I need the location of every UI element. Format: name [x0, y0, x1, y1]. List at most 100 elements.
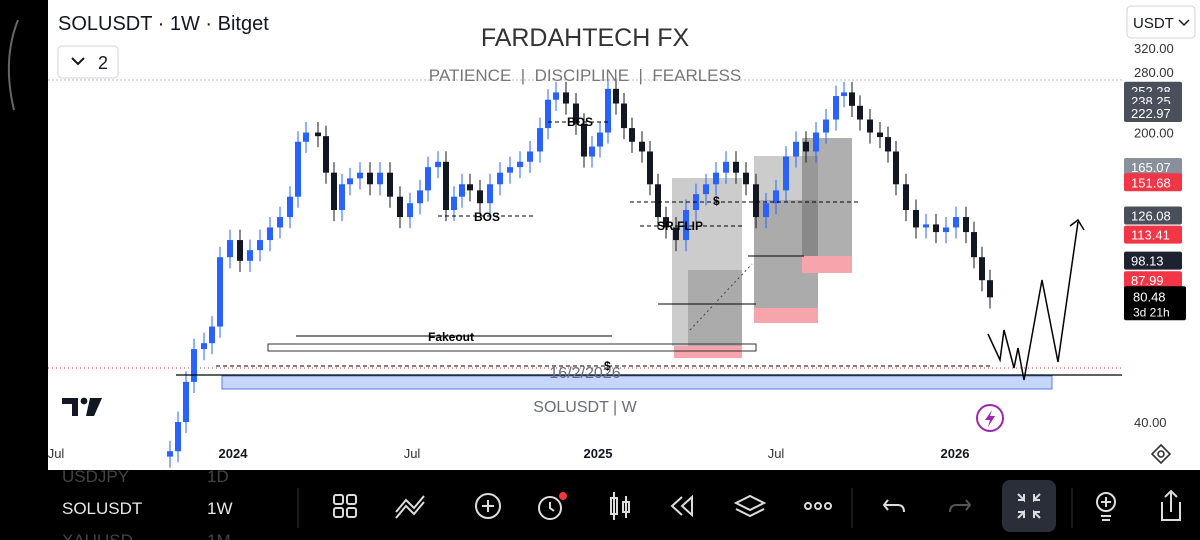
time-axis[interactable] — [48, 440, 1122, 470]
candle-body — [803, 141, 809, 152]
candle-body — [323, 136, 329, 173]
more-icon[interactable] — [804, 502, 832, 510]
last-price-value: 80.48 — [1133, 289, 1166, 304]
bos-label-2: BOS — [567, 115, 593, 129]
candle-body — [743, 172, 749, 185]
candle-body — [987, 280, 993, 298]
candle-body — [581, 123, 587, 157]
candle-body — [971, 232, 977, 258]
candle-body — [451, 196, 457, 211]
watermark-title: FARDAHTECH FX — [481, 24, 690, 52]
alert-clock-icon[interactable] — [538, 492, 567, 520]
candle-body — [331, 172, 337, 211]
candle-body — [201, 343, 207, 350]
layers-icon[interactable] — [733, 494, 767, 518]
price-label-bg-8 — [1124, 271, 1182, 290]
candle-body — [763, 203, 769, 218]
lightning-icon[interactable] — [976, 404, 1004, 432]
watch-row-2-tf: 1W — [207, 499, 233, 518]
candle-body — [209, 326, 215, 344]
candle-body — [287, 196, 293, 218]
price-label-3: 165.07 — [1131, 160, 1171, 175]
fakeout-label: Fakeout — [428, 330, 474, 344]
last-price-bg — [1124, 286, 1186, 321]
indicator-toggle[interactable]: 2 — [57, 45, 119, 79]
price-label-bg-5 — [1124, 206, 1182, 225]
bottom-toolbar — [0, 470, 1200, 540]
candle-body — [257, 240, 263, 251]
idea-bulb-icon[interactable] — [1096, 492, 1116, 521]
candle-body — [877, 132, 883, 138]
time-ticks: Jul 2024 Jul 2025 Jul 2026 — [48, 446, 970, 461]
watch-row-1-symbol[interactable]: USDJPY — [62, 467, 129, 486]
currency-select[interactable]: USDT — [1126, 5, 1196, 39]
share-icon[interactable] — [1161, 489, 1181, 521]
price-label-bg-3 — [1124, 158, 1182, 177]
candle-body — [979, 257, 985, 281]
layout-grid-icon[interactable] — [333, 494, 357, 518]
price-tick-0: 320.00 — [1134, 41, 1174, 56]
redo-icon[interactable] — [949, 499, 972, 513]
settings-icon[interactable] — [1150, 443, 1172, 465]
projection-path — [987, 221, 1079, 381]
candle-body — [425, 167, 431, 191]
drawing-tools-icon[interactable] — [395, 495, 425, 519]
tradingview-logo — [62, 397, 102, 416]
undo-icon[interactable] — [882, 499, 905, 513]
chart-panel[interactable] — [48, 0, 1122, 440]
left-strip — [0, 0, 48, 470]
candle-body — [867, 119, 873, 133]
candle-body — [347, 178, 353, 185]
annotations: BOS BOS SR FLIP Fakeout $ $ — [176, 115, 1122, 381]
candle-body — [563, 92, 569, 104]
candle-body — [527, 151, 533, 162]
watermark-subtitle: PATIENCE | DISCIPLINE | FEARLESS — [429, 66, 741, 85]
candle-body — [629, 128, 635, 142]
candle-body — [833, 96, 839, 120]
candle-body — [953, 217, 959, 228]
candle-body — [783, 156, 789, 191]
candle-body — [613, 88, 619, 104]
price-label-4: 151.68 — [1131, 175, 1171, 190]
candle-body — [849, 92, 855, 106]
candle-body — [183, 381, 189, 422]
candle-body — [407, 203, 413, 218]
time-tick-1: 2024 — [219, 446, 249, 461]
candle-type-icon[interactable] — [610, 492, 630, 520]
candle-body — [217, 257, 223, 327]
time-tick-0: Jul — [48, 446, 65, 461]
price-label-2: 222.97 — [1131, 106, 1171, 121]
price-tick-3: 40.00 — [1134, 415, 1167, 430]
candle-body — [655, 184, 661, 218]
watch-row-1-tf: 1D — [207, 467, 229, 486]
candle-body — [487, 184, 493, 204]
left-edge-arc — [7, 19, 19, 111]
candle-body — [753, 184, 759, 218]
candle-body — [417, 190, 423, 204]
time-tick-4: Jul — [768, 446, 785, 461]
candle-body — [267, 227, 273, 241]
trend-dotted — [689, 263, 753, 331]
watch-row-3-symbol[interactable]: XAUUSD — [62, 531, 133, 540]
price-ticks: 320.00 280.00 200.00 40.00 — [1134, 41, 1174, 430]
watch-row-2-symbol[interactable]: SOLUSDT — [62, 499, 142, 518]
add-icon[interactable] — [475, 493, 501, 519]
candle-body — [573, 103, 579, 124]
candle-body — [963, 217, 969, 233]
sr-flip-label: SR FLIP — [657, 219, 703, 233]
replay-icon[interactable] — [670, 494, 693, 518]
time-tick-2: Jul — [404, 446, 421, 461]
candle-body — [893, 151, 899, 185]
bos-label-1: BOS — [474, 210, 500, 224]
symbol-line[interactable]: SOLUSDT · 1W · Bitget — [58, 13, 269, 35]
chart-watermark: SOLUSDT | W — [533, 399, 637, 416]
candle-body — [167, 451, 173, 457]
chevron-down-icon — [1178, 19, 1190, 27]
price-label-bg-2 — [1124, 103, 1182, 122]
gray-zone-5 — [802, 138, 852, 256]
fullscreen-exit-button[interactable] — [1002, 480, 1056, 532]
candle-body — [841, 92, 847, 97]
candle-body — [663, 217, 669, 228]
candles — [167, 78, 993, 468]
candle-body — [247, 250, 253, 261]
